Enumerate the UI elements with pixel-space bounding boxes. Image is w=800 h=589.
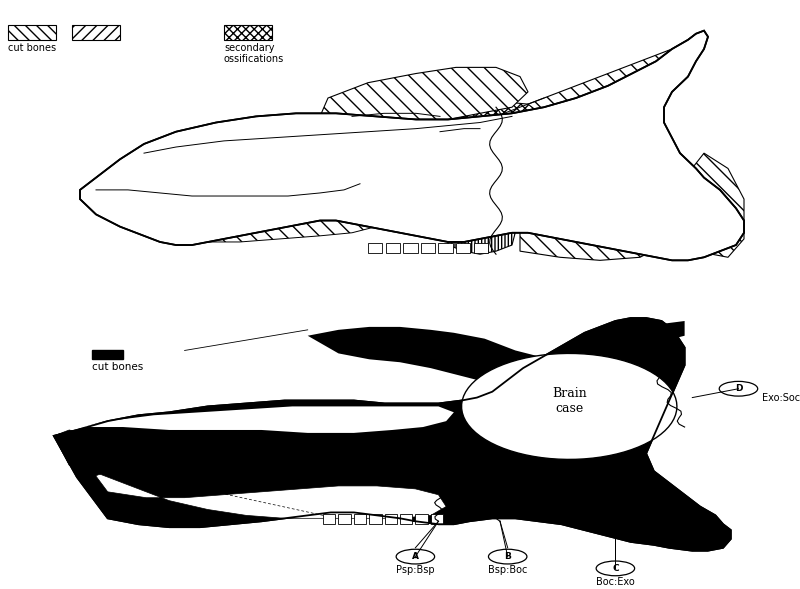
Polygon shape [80,31,744,260]
Polygon shape [440,107,520,254]
Text: Boc:Exo: Boc:Exo [596,577,634,587]
Bar [354,514,366,524]
Text: Psp:Bsp: Psp:Bsp [396,565,434,575]
Polygon shape [320,67,528,120]
Polygon shape [464,101,544,141]
Polygon shape [92,471,446,518]
Text: B: B [504,552,511,561]
Bar [415,514,428,524]
Polygon shape [80,199,376,242]
Bar [368,243,382,253]
Bar [421,243,435,253]
Bar [474,243,488,253]
Text: secondary
ossifications: secondary ossifications [224,43,284,64]
Bar [456,243,470,253]
Polygon shape [308,321,685,383]
Bar [224,25,272,40]
Text: Exo:Soc: Exo:Soc [762,393,800,402]
Bar [8,25,56,40]
Bar [72,25,120,40]
Polygon shape [520,190,664,260]
Text: C: C [612,564,618,573]
Text: cut bones: cut bones [8,43,56,53]
Polygon shape [120,132,440,184]
Bar [386,243,400,253]
Text: Bsp:Boc: Bsp:Boc [488,565,527,575]
Text: A: A [412,552,419,561]
Bar [400,514,412,524]
Text: Brain
case: Brain case [552,386,586,415]
Text: D: D [734,384,742,393]
Text: cut bones: cut bones [92,362,143,372]
Polygon shape [536,178,624,233]
Polygon shape [54,430,115,477]
Bar [438,243,453,253]
Bar [370,514,382,524]
Bar [430,514,443,524]
Polygon shape [656,153,744,257]
Bar [385,514,397,524]
Bar [338,514,350,524]
Polygon shape [520,34,696,110]
Polygon shape [54,318,730,551]
Polygon shape [70,406,454,433]
Polygon shape [462,353,677,459]
Bar [323,514,335,524]
Bar [403,243,418,253]
Bar [92,350,123,359]
